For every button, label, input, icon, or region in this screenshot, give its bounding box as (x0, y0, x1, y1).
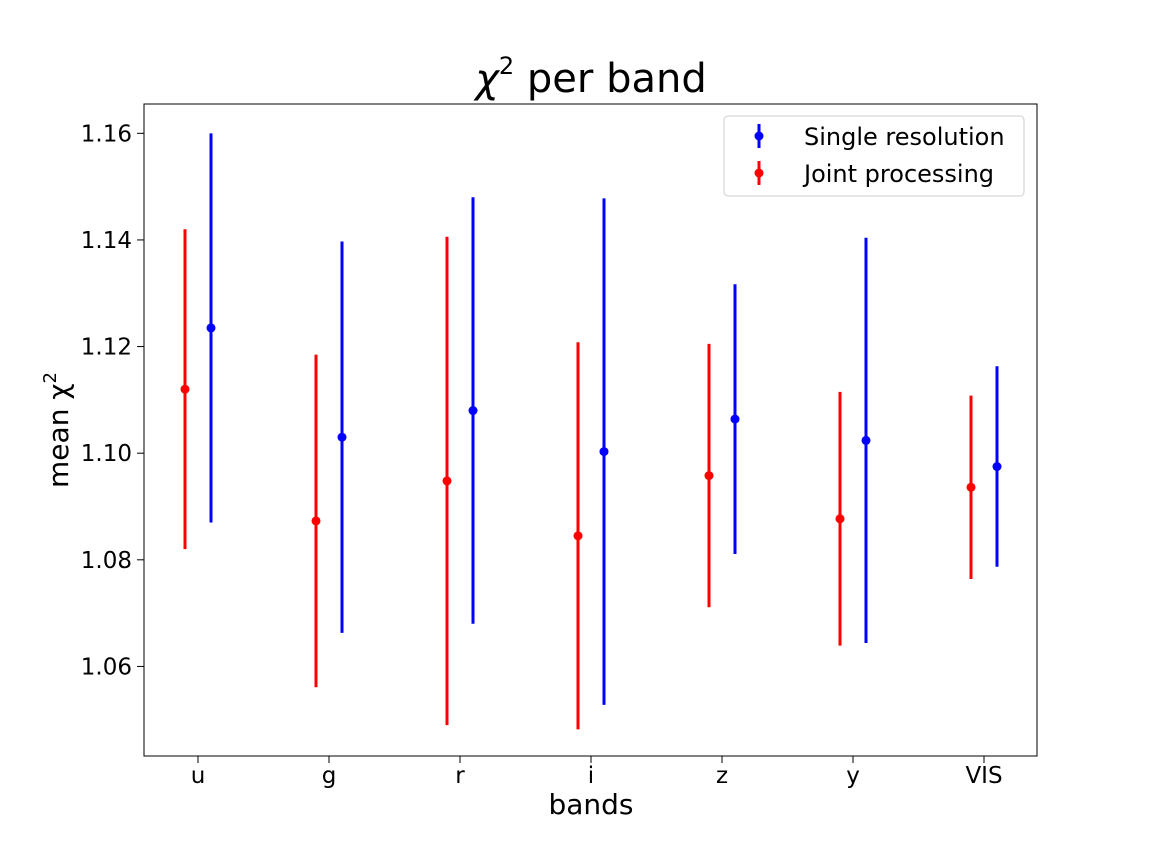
data-point (599, 447, 609, 457)
x-axis-label: bands (548, 788, 633, 821)
data-point (442, 476, 452, 486)
legend-dot-single-resolution (754, 131, 764, 141)
data-point (311, 516, 321, 526)
x-tick-label: r (455, 763, 465, 789)
series-layer (180, 133, 1002, 730)
x-tick-label: z (716, 763, 728, 789)
y-tick-label: 1.16 (81, 121, 132, 147)
x-tick-label: i (588, 763, 594, 789)
data-point (730, 414, 740, 424)
chart-title-sup: 2 (499, 52, 514, 80)
x-tick-label: g (322, 763, 337, 789)
x-axis: u g r i z y VIS (191, 756, 1003, 789)
legend-label-single-resolution: Single resolution (804, 123, 1005, 151)
y-axis-label-sup: 2 (40, 372, 61, 383)
data-point (966, 482, 976, 492)
data-point (206, 323, 216, 333)
plot-area (143, 103, 1038, 757)
data-point (573, 531, 583, 541)
x-tick-label: VIS (965, 763, 1002, 789)
chart-title-rest: per band (514, 56, 707, 102)
y-tick-label: 1.14 (81, 228, 132, 254)
legend-dot-joint-processing (754, 168, 764, 178)
y-tick-label: 1.06 (81, 654, 132, 680)
series-single-resolution (206, 133, 1002, 705)
y-axis: 1.06 1.08 1.10 1.12 1.14 1.16 (81, 121, 144, 680)
data-point (468, 406, 478, 416)
x-tick-label: u (191, 763, 206, 789)
legend-label-joint-processing: Joint processing (802, 160, 994, 188)
data-point (835, 514, 845, 524)
y-tick-label: 1.12 (81, 335, 132, 361)
y-tick-label: 1.10 (81, 441, 132, 467)
x-tick-label: y (846, 763, 860, 789)
data-point (992, 462, 1002, 472)
chart-title-main: χ (473, 56, 500, 102)
legend: Single resolution Joint processing (723, 115, 1025, 197)
y-axis-label-main: mean χ (42, 383, 75, 487)
chart-title: χ2 per band (473, 52, 706, 102)
data-point (704, 471, 714, 481)
y-tick-label: 1.08 (81, 548, 132, 574)
y-axis-label: mean χ2 (40, 372, 75, 488)
data-point (180, 384, 190, 394)
data-point (337, 432, 347, 442)
series-joint-processing (180, 229, 976, 730)
data-point (861, 435, 871, 445)
legend-box (723, 115, 1025, 197)
